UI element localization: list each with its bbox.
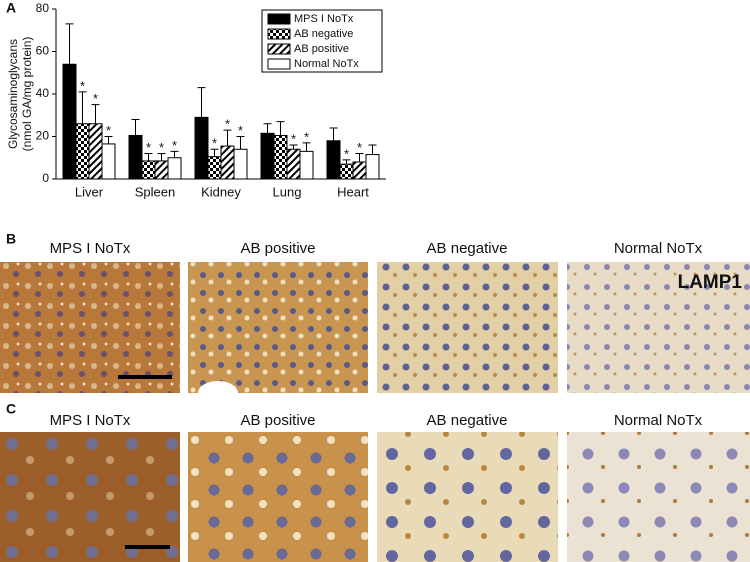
x-tick-label: Kidney [201,184,241,199]
bar [62,63,77,180]
micrograph-caption: MPS I NoTx [50,240,131,257]
bar [286,148,301,180]
bar [207,156,222,180]
micrograph [567,432,750,562]
bar [75,123,90,180]
significance-mark: * [238,123,243,138]
micrograph [377,432,558,562]
bar [339,163,354,180]
micrograph [188,432,368,562]
micrograph [377,262,558,393]
x-tick-label: Heart [337,184,369,199]
micrograph-caption: Normal NoTx [614,412,703,429]
bar [194,116,209,180]
bar [101,143,116,180]
y-tick-label: 60 [36,44,50,58]
micrograph-caption: AB positive [240,412,315,429]
legend-swatch [267,58,291,70]
panel-label: A [6,0,16,16]
legend-label: Normal NoTx [294,58,359,70]
significance-mark: * [344,146,349,161]
y-tick-label: 40 [36,86,50,100]
bar [326,140,341,180]
significance-mark: * [304,129,309,144]
significance-mark: * [357,140,362,155]
significance-mark: * [212,136,217,151]
micrograph-caption: AB positive [240,240,315,257]
bar [352,161,367,180]
y-tick-label: 20 [36,129,50,143]
bar [299,150,314,180]
significance-mark: * [159,140,164,155]
legend-label: MPS I NoTx [294,13,354,25]
significance-mark: * [172,138,177,153]
micrograph-caption: MPS I NoTx [50,412,131,429]
bar [88,123,103,180]
y-tick-label: 0 [42,171,49,185]
y-axis-label: Glycosaminoglycans [6,39,20,149]
bar [273,134,288,180]
micrograph [567,262,750,393]
micrograph-caption: Normal NoTx [614,240,703,257]
y-axis-label: (nmol GA/mg protein) [20,37,34,152]
significance-mark: * [225,117,230,132]
bar [233,148,248,180]
significance-mark: * [146,140,151,155]
legend-swatch [267,28,291,40]
x-tick-label: Liver [75,184,104,199]
micrograph [0,432,180,562]
bar [154,160,169,180]
micrograph [188,262,368,393]
legend-label: AB negative [294,28,353,40]
bar [141,160,156,180]
micrograph-caption: AB negative [427,412,508,429]
panel-label: C [6,401,16,417]
bar [260,132,275,180]
significance-mark: * [291,131,296,146]
micrograph-caption: AB negative [427,240,508,257]
y-tick-label: 80 [36,1,50,15]
legend-swatch [267,43,291,55]
significance-mark: * [106,123,111,138]
bar [365,154,380,180]
bar [128,134,143,180]
legend-swatch [267,13,291,25]
significance-mark: * [80,78,85,93]
significance-mark: * [93,91,98,106]
bar [220,145,235,180]
x-tick-label: Lung [273,184,302,199]
legend-label: AB positive [294,43,349,55]
panel-label: B [6,231,16,247]
tissue-gap [198,381,238,405]
stain-label: LAMP1 [678,272,743,293]
bar [167,157,182,180]
micrograph [0,262,180,393]
micrographs [0,262,750,562]
x-tick-label: Spleen [135,184,175,199]
